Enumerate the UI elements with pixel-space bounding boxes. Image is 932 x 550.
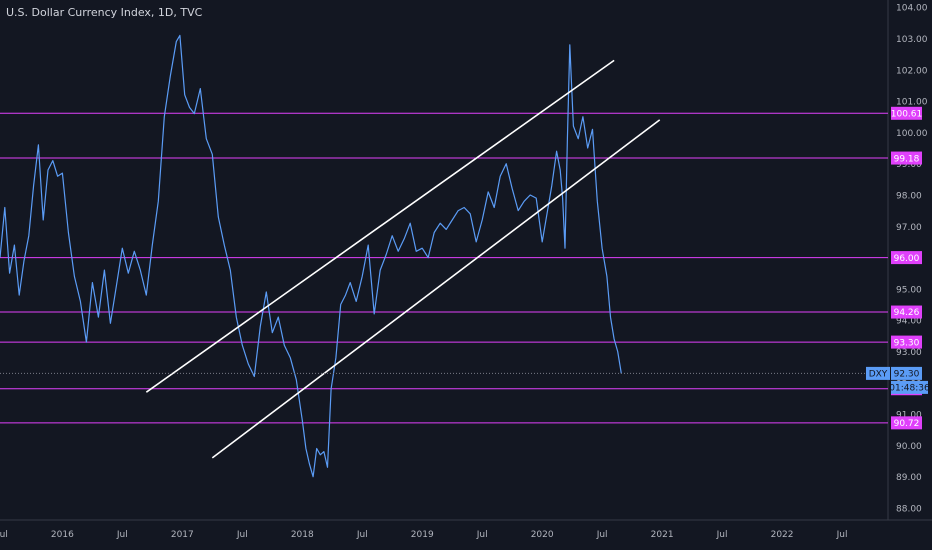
x-tick-label: 2018 <box>291 530 314 540</box>
level-label: 99.18 <box>894 154 920 164</box>
y-tick-label: 104.00 <box>896 4 928 14</box>
x-tick-label: 2022 <box>771 530 794 540</box>
y-tick-label: 97.00 <box>896 223 922 233</box>
level-label-badge <box>891 106 922 120</box>
x-tick-label: Jul <box>596 530 608 540</box>
x-tick-label: Jul <box>476 530 488 540</box>
x-tick-label: Jul <box>716 530 728 540</box>
level-label-badge <box>891 251 922 265</box>
y-tick-label: 90.00 <box>896 442 922 452</box>
x-tick-label: 2016 <box>51 530 74 540</box>
y-tick-label: 95.00 <box>896 285 922 295</box>
level-label: 94.26 <box>894 308 920 318</box>
x-tick-label: Jul <box>836 530 848 540</box>
x-tick-label: Jul <box>116 530 128 540</box>
x-tick-label: Jul <box>236 530 248 540</box>
y-tick-label: 102.00 <box>896 66 928 76</box>
level-label: 90.72 <box>894 419 920 429</box>
current-price-label: 92.30 <box>894 370 920 380</box>
y-tick-label: 98.00 <box>896 191 922 201</box>
y-tick-label: 91.00 <box>896 411 922 421</box>
x-tick-label: Jul <box>356 530 368 540</box>
level-label-badge <box>891 335 922 349</box>
level-label: 100.61 <box>891 109 923 119</box>
channel-trendline[interactable] <box>211 119 661 459</box>
y-tick-label: 101.00 <box>896 98 928 108</box>
y-tick-label: 88.00 <box>896 504 922 514</box>
countdown-badge <box>891 380 928 394</box>
x-tick-label: Jul <box>0 530 8 540</box>
symbol-badge <box>866 366 890 380</box>
x-tick-label: 2019 <box>411 530 434 540</box>
y-tick-label: 89.00 <box>896 473 922 483</box>
y-tick-label: 103.00 <box>896 35 928 45</box>
x-tick-label: 2021 <box>651 530 674 540</box>
level-label: 96.00 <box>894 254 920 264</box>
countdown-label: 01:48:36 <box>889 384 930 394</box>
level-label-badge <box>891 305 922 319</box>
chart-title: U.S. Dollar Currency Index, 1D, TVC <box>6 6 203 19</box>
y-tick-label: 99.00 <box>896 160 922 170</box>
level-label-badge <box>891 151 922 165</box>
y-tick-label: 100.00 <box>896 129 928 139</box>
x-tick-label: 2017 <box>171 530 194 540</box>
y-tick-label: 93.00 <box>896 348 922 358</box>
level-label: 93.30 <box>894 338 920 348</box>
level-label-badge <box>891 416 922 430</box>
channel-trendline[interactable] <box>145 59 615 393</box>
symbol-label: DXY <box>869 370 888 380</box>
y-tick-label: 94.00 <box>896 317 922 327</box>
price-series-line <box>0 34 622 478</box>
current-price-badge <box>891 366 922 380</box>
x-tick-label: 2020 <box>531 530 554 540</box>
